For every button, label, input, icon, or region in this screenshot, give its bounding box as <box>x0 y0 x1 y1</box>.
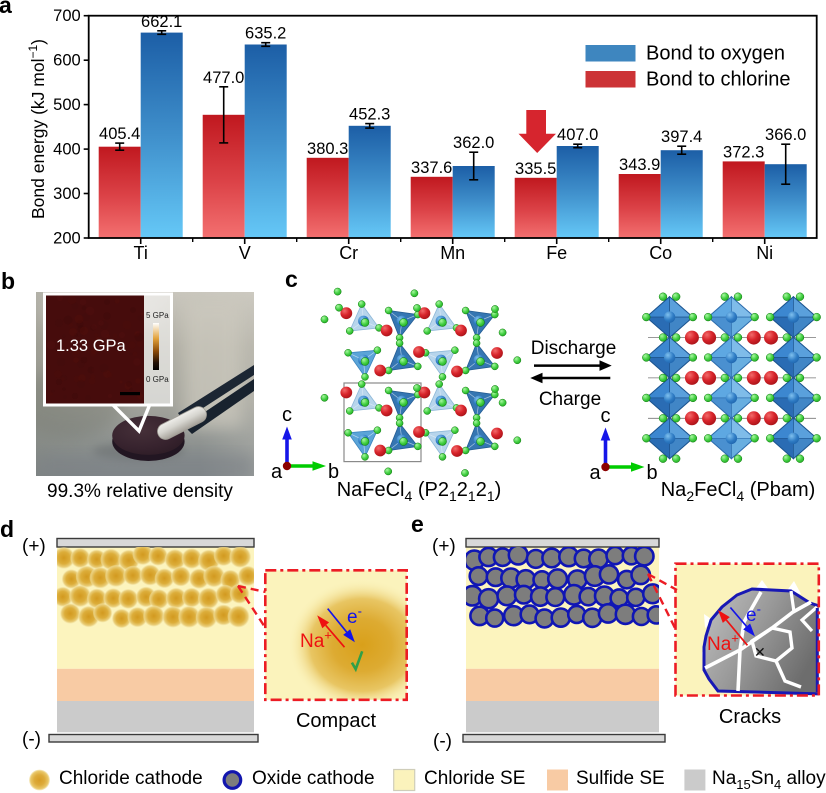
svg-text:700: 700 <box>53 7 81 25</box>
svg-text:Bond energy (kJ mol−1): Bond energy (kJ mol−1) <box>26 39 48 219</box>
svg-text:300: 300 <box>53 185 81 203</box>
svg-text:372.3: 372.3 <box>723 143 764 161</box>
svg-text:Discharge: Discharge <box>531 338 617 359</box>
svg-text:452.3: 452.3 <box>349 106 390 124</box>
svg-text:500: 500 <box>53 96 81 114</box>
svg-text:400: 400 <box>53 141 81 159</box>
svg-text:Co: Co <box>649 243 672 263</box>
svg-text:405.4: 405.4 <box>99 125 140 143</box>
svg-text:337.6: 337.6 <box>411 159 452 177</box>
svg-text:662.1: 662.1 <box>141 13 182 31</box>
svg-text:1.33 GPa: 1.33 GPa <box>56 337 127 355</box>
svg-text:362.0: 362.0 <box>453 134 494 152</box>
svg-text:477.0: 477.0 <box>203 69 244 87</box>
svg-text:600: 600 <box>53 52 81 70</box>
svg-text:Cr: Cr <box>339 243 358 263</box>
svg-text:5 GPa: 5 GPa <box>146 311 169 320</box>
svg-text:Charge: Charge <box>539 389 601 410</box>
svg-text:a: a <box>0 0 12 18</box>
svg-text:380.3: 380.3 <box>307 140 348 158</box>
svg-text:0 GPa: 0 GPa <box>146 375 169 384</box>
svg-text:✕: ✕ <box>754 644 766 660</box>
svg-text:Ti: Ti <box>134 243 148 263</box>
svg-text:Ni: Ni <box>756 243 773 263</box>
svg-text:397.4: 397.4 <box>661 128 702 146</box>
svg-text:366.0: 366.0 <box>765 126 806 144</box>
svg-text:b: b <box>647 462 658 484</box>
svg-text:200: 200 <box>53 230 81 248</box>
svg-text:c: c <box>601 405 611 427</box>
svg-text:V: V <box>239 243 251 263</box>
svg-text:c: c <box>285 266 298 292</box>
svg-text:Bond to oxygen: Bond to oxygen <box>646 43 785 65</box>
svg-text:Bond to chlorine: Bond to chlorine <box>646 69 791 91</box>
svg-text:335.5: 335.5 <box>515 160 556 178</box>
svg-text:a: a <box>271 461 283 483</box>
svg-text:407.0: 407.0 <box>557 126 598 144</box>
svg-text:343.9: 343.9 <box>619 156 660 174</box>
svg-text:Fe: Fe <box>546 243 567 263</box>
svg-text:635.2: 635.2 <box>245 25 286 43</box>
svg-text:b: b <box>328 461 339 483</box>
svg-text:a: a <box>590 462 602 484</box>
svg-text:Mn: Mn <box>440 243 465 263</box>
svg-text:c: c <box>282 404 292 426</box>
